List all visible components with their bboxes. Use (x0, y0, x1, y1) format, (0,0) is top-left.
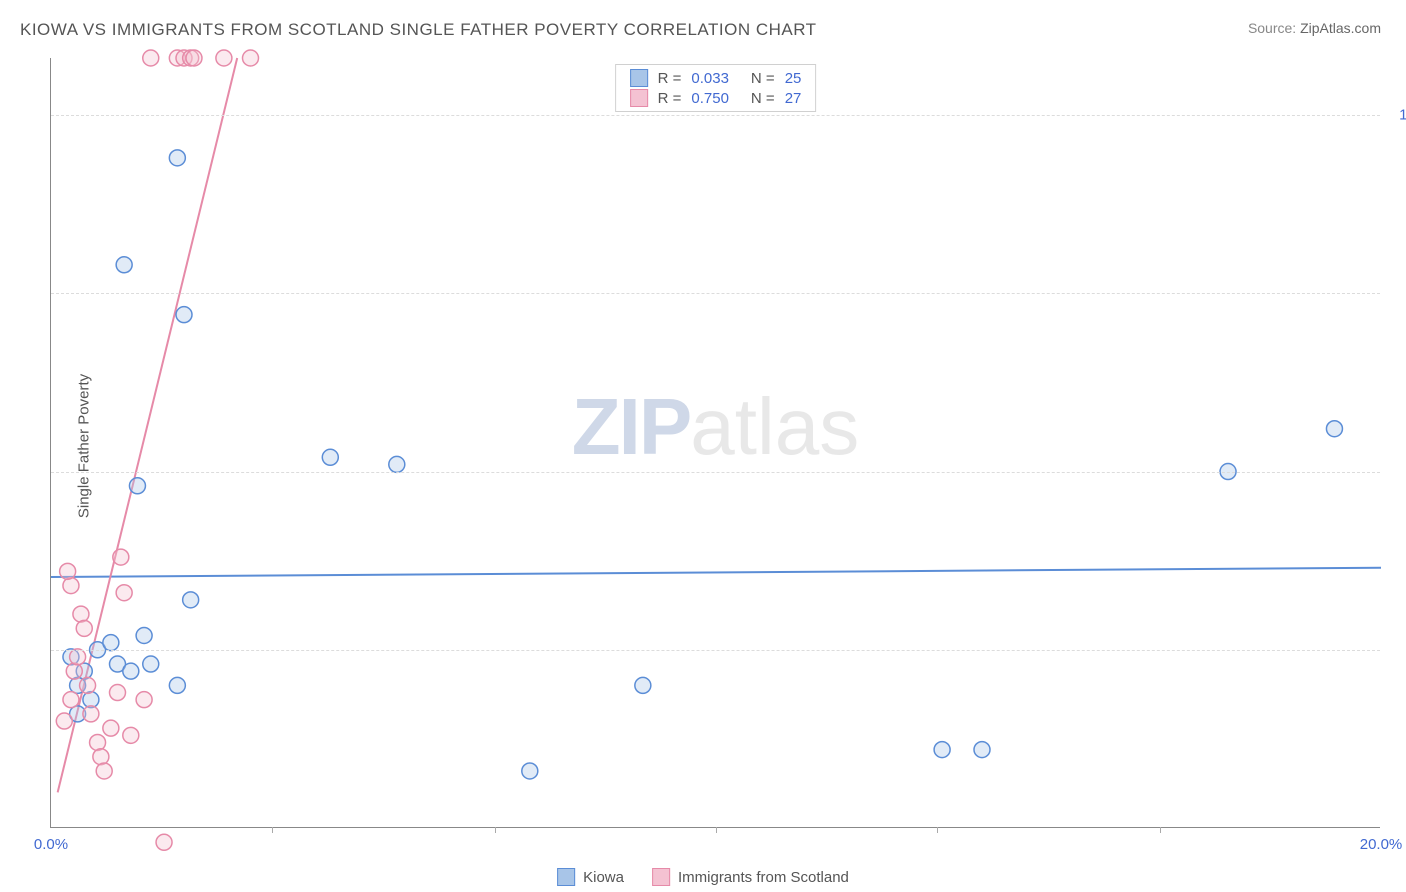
data-point (169, 150, 185, 166)
data-point (143, 50, 159, 66)
data-point (243, 50, 259, 66)
chart-title: KIOWA VS IMMIGRANTS FROM SCOTLAND SINGLE… (20, 20, 817, 40)
legend-swatch (630, 89, 648, 107)
data-point (116, 257, 132, 273)
gridline-h (51, 650, 1380, 651)
data-point (123, 727, 139, 743)
gridline-h (51, 115, 1380, 116)
data-point (123, 663, 139, 679)
data-point (136, 692, 152, 708)
data-point (169, 677, 185, 693)
data-point (156, 834, 172, 850)
y-tick-label: 75.0% (1390, 285, 1406, 302)
data-point (110, 685, 126, 701)
correlation-legend: R = 0.033 N = 25 R = 0.750 N = 27 (615, 64, 817, 112)
y-tick-label: 100.0% (1390, 107, 1406, 124)
data-point (73, 606, 89, 622)
data-point (56, 713, 72, 729)
source-attribution: Source: ZipAtlas.com (1248, 20, 1381, 36)
data-point (522, 763, 538, 779)
data-point (90, 734, 106, 750)
legend-label: Immigrants from Scotland (678, 869, 849, 886)
data-point (70, 649, 86, 665)
data-point (129, 478, 145, 494)
legend-n-value: 25 (785, 70, 802, 87)
legend-r-label: R = (658, 90, 682, 107)
y-tick-label: 50.0% (1390, 463, 1406, 480)
data-point (103, 720, 119, 736)
data-point (93, 749, 109, 765)
x-minor-tick (716, 827, 717, 833)
trend-line (51, 568, 1381, 577)
data-point (60, 563, 76, 579)
legend-r-value: 0.750 (691, 90, 729, 107)
data-point (635, 677, 651, 693)
legend-n-label: N = (751, 90, 775, 107)
data-point (136, 628, 152, 644)
data-point (389, 456, 405, 472)
source-label: Source: (1248, 20, 1296, 36)
data-point (183, 592, 199, 608)
legend-top-row: R = 0.033 N = 25 (630, 69, 802, 87)
gridline-h (51, 472, 1380, 473)
data-point (176, 307, 192, 323)
x-tick-label: 0.0% (34, 836, 68, 853)
x-minor-tick (272, 827, 273, 833)
data-point (63, 692, 79, 708)
data-point (96, 763, 112, 779)
data-point (974, 742, 990, 758)
data-point (63, 578, 79, 594)
data-point (66, 663, 82, 679)
legend-r-value: 0.033 (691, 70, 729, 87)
data-point (934, 742, 950, 758)
series-legend: Kiowa Immigrants from Scotland (557, 868, 849, 886)
x-tick-label: 20.0% (1360, 836, 1403, 853)
legend-label: Kiowa (583, 869, 624, 886)
source-value: ZipAtlas.com (1300, 20, 1381, 36)
data-point (76, 620, 92, 636)
x-minor-tick (495, 827, 496, 833)
data-point (1326, 421, 1342, 437)
legend-swatch (652, 868, 670, 886)
data-point (103, 635, 119, 651)
data-point (216, 50, 232, 66)
data-point (186, 50, 202, 66)
legend-r-label: R = (658, 70, 682, 87)
legend-bottom-item: Kiowa (557, 868, 624, 886)
legend-top-row: R = 0.750 N = 27 (630, 89, 802, 107)
legend-swatch (630, 69, 648, 87)
data-point (80, 677, 96, 693)
legend-n-value: 27 (785, 90, 802, 107)
y-tick-label: 25.0% (1390, 641, 1406, 658)
plot-area: ZIPatlas R =0.033N =25R =0.750N =27 25.0… (50, 58, 1380, 828)
legend-swatch (557, 868, 575, 886)
data-point (113, 549, 129, 565)
data-point (116, 585, 132, 601)
data-point (143, 656, 159, 672)
legend-bottom-item: Immigrants from Scotland (652, 868, 849, 886)
legend-n-label: N = (751, 70, 775, 87)
x-minor-tick (1160, 827, 1161, 833)
data-point (322, 449, 338, 465)
data-point (83, 706, 99, 722)
gridline-h (51, 293, 1380, 294)
scatter-svg (51, 58, 1380, 827)
x-minor-tick (937, 827, 938, 833)
